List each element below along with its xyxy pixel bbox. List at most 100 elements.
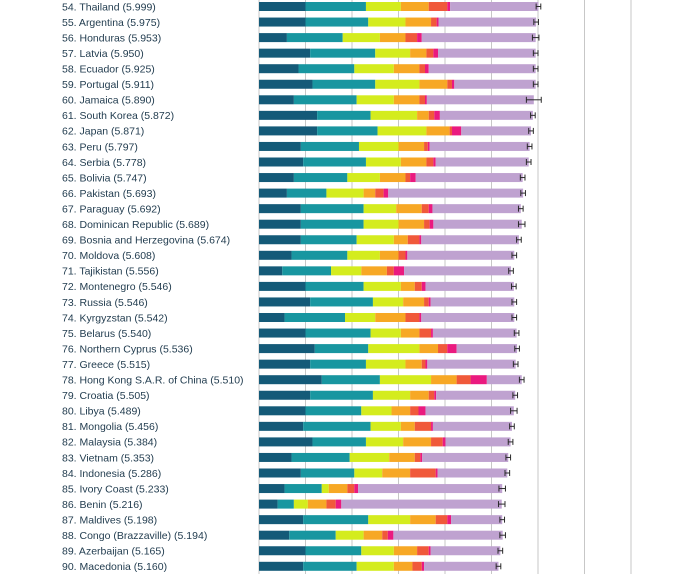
country-label: 67. Paraguay (5.692) <box>62 203 161 215</box>
bar-segment <box>461 126 532 136</box>
bar-segment <box>414 421 432 431</box>
bar-segment <box>434 110 440 120</box>
bar-segment <box>259 250 292 260</box>
bar-segment <box>405 313 420 322</box>
country-label: 60. Jamaica (5.890) <box>62 95 155 107</box>
bar-segment <box>259 204 301 214</box>
bar-segment <box>365 157 401 167</box>
bar-segment <box>259 530 290 540</box>
bar-segment <box>436 17 439 27</box>
bar-segment <box>442 437 446 447</box>
country-label: 57. Latvia (5.950) <box>62 48 144 60</box>
bar-segment <box>363 530 383 540</box>
bar-segment <box>403 297 425 307</box>
error-bar <box>525 159 532 165</box>
bar-segment <box>419 95 425 105</box>
error-bar <box>517 221 526 228</box>
bar-segment <box>391 406 411 416</box>
bar-segment <box>375 188 384 198</box>
bar-segment <box>289 530 336 540</box>
error-bar <box>511 252 518 259</box>
bar-segment <box>354 468 383 478</box>
bar-segment <box>259 406 306 416</box>
bar-segment <box>298 64 355 74</box>
bar-segment <box>305 546 362 556</box>
error-bar <box>510 407 518 414</box>
bar-segment <box>433 48 439 58</box>
bar-segment <box>451 126 462 136</box>
bar-segment <box>389 452 415 462</box>
bar-segment <box>321 375 380 385</box>
bar-segment <box>400 328 420 338</box>
bar-segment <box>259 110 318 120</box>
bar-segment <box>431 421 433 431</box>
error-bar <box>499 516 506 523</box>
bar-segment <box>454 79 536 89</box>
bar-segment <box>417 546 429 556</box>
bar-segment <box>428 2 448 11</box>
bar-segment <box>259 344 315 354</box>
country-label: 59. Portugal (5.911) <box>62 79 154 91</box>
bar-segment <box>450 2 539 11</box>
bar-segment <box>425 281 514 291</box>
bar-segment <box>368 17 406 27</box>
bar-segment <box>259 390 311 400</box>
bar-segment <box>303 561 357 571</box>
bar-segment <box>388 188 524 198</box>
bar-segment <box>259 33 287 43</box>
bar-segment <box>426 157 434 167</box>
bar-segment <box>436 390 516 400</box>
error-bar <box>526 143 533 150</box>
bar-segment <box>363 219 399 229</box>
bar-segment <box>259 157 304 167</box>
bar-segment <box>427 141 430 151</box>
bar-segment <box>347 484 355 494</box>
country-label: 83. Vietnam (5.353) <box>62 452 154 464</box>
bar-segment <box>259 281 306 291</box>
bar-segment <box>259 452 292 462</box>
error-bar <box>519 174 526 181</box>
bar-segment <box>354 64 394 74</box>
bar-segment <box>286 33 343 43</box>
bar-segment <box>259 173 294 183</box>
error-bar <box>516 236 522 243</box>
bar-segment <box>421 281 426 291</box>
bar-segment <box>430 546 501 556</box>
bar-segment <box>372 390 411 400</box>
bar-segment <box>435 157 529 167</box>
bar-segment <box>431 328 433 338</box>
country-label: 84. Indonesia (5.286) <box>62 468 161 480</box>
bar-segment <box>405 33 418 43</box>
bar-segment <box>328 484 348 494</box>
bar-segment <box>419 344 439 354</box>
bar-segment <box>259 484 285 494</box>
bar-segment <box>363 204 397 214</box>
bar-segment <box>305 17 369 27</box>
error-bar <box>497 501 506 508</box>
bar-segment <box>300 141 359 151</box>
bar-segment <box>379 375 432 385</box>
bar-segment <box>303 421 371 431</box>
bar-segment <box>305 406 362 416</box>
error-bar <box>499 532 506 539</box>
bar-segment <box>421 235 519 245</box>
bar-segment <box>422 452 509 462</box>
bar-segment <box>428 297 431 307</box>
bar-segment <box>429 141 530 151</box>
bar-segment <box>259 546 306 556</box>
bar-segment <box>342 33 380 43</box>
bar-segment <box>407 235 420 245</box>
bar-segment <box>451 515 503 525</box>
bar-segment <box>379 33 406 43</box>
country-label: 75. Belarus (5.540) <box>62 328 151 340</box>
country-label: 87. Maldives (5.198) <box>62 514 157 526</box>
bar-segment <box>393 561 413 571</box>
error-bars <box>495 3 542 570</box>
country-labels: 54. Thailand (5.999) 55. Argentina (5.975… <box>62 1 244 573</box>
country-label: 76. Northern Cyprus (5.536) <box>62 343 193 355</box>
bar-segment <box>421 561 425 571</box>
bar-segment <box>429 219 434 229</box>
bar-segment <box>259 266 283 276</box>
country-label: 79. Croatia (5.505) <box>62 390 150 402</box>
country-label: 61. South Korea (5.872) <box>62 110 174 122</box>
